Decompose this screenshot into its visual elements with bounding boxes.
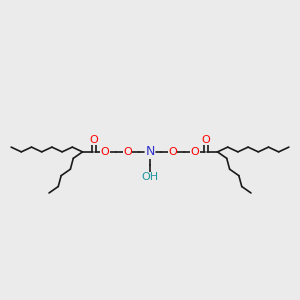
Text: O: O — [168, 147, 177, 157]
Text: OH: OH — [141, 172, 159, 182]
Text: O: O — [123, 147, 132, 157]
Text: O: O — [202, 135, 211, 145]
Text: O: O — [190, 147, 200, 157]
Text: O: O — [89, 135, 98, 145]
Text: N: N — [145, 146, 155, 158]
Text: O: O — [100, 147, 109, 157]
